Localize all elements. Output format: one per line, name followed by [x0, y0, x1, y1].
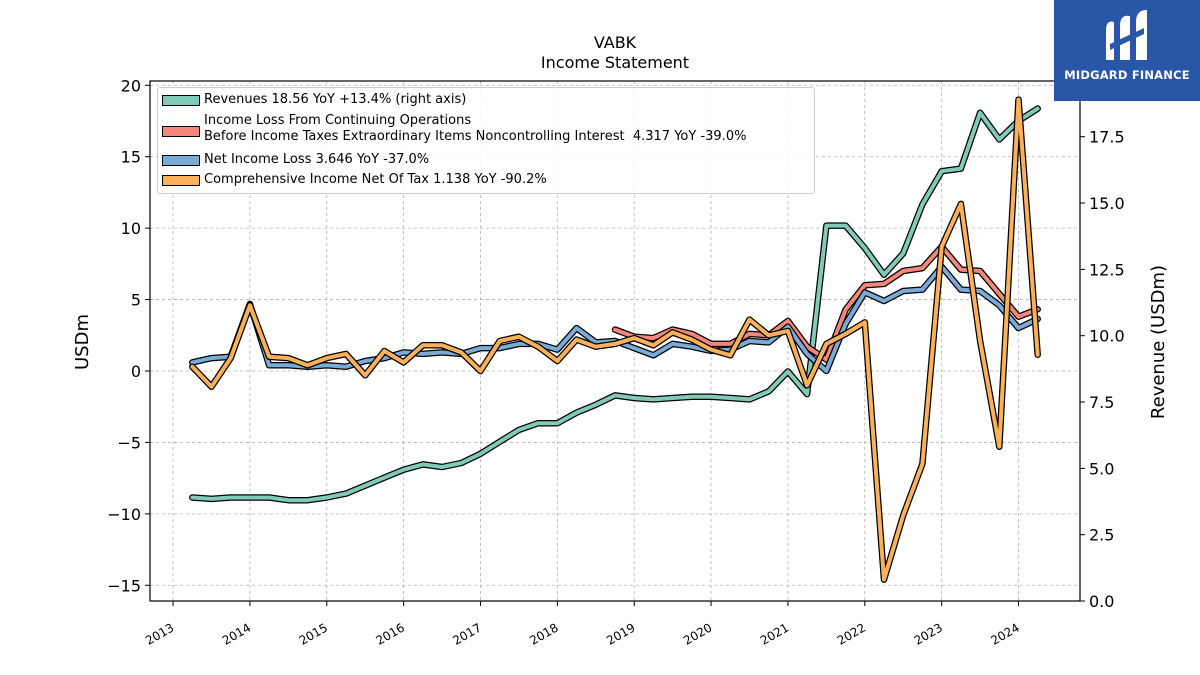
- series-line-2: [190, 264, 1040, 373]
- series-lines: [189, 96, 1041, 583]
- y-tick-label-right: 15.0: [1089, 194, 1125, 213]
- x-tick-label: 2024: [988, 620, 1021, 647]
- y-tick-label-right: 17.5: [1089, 128, 1125, 147]
- brand-name: MIDGARD FINANCE: [1064, 68, 1190, 82]
- y-tick-label-left: 15: [121, 148, 141, 167]
- legend-swatch-revenues: [162, 95, 200, 106]
- legend-swatch-net-income: [162, 155, 200, 166]
- series-outline-2: [189, 263, 1041, 375]
- legend-label-revenues: Revenues 18.56 YoY +13.4% (right axis): [204, 92, 467, 107]
- series-line-0: [190, 106, 1040, 503]
- y-tick-label-right: 7.5: [1089, 393, 1114, 412]
- x-tick-label: 2019: [604, 620, 637, 647]
- y-tick-label-left: 20: [121, 76, 141, 95]
- y-tick-label-left: 0: [131, 362, 141, 381]
- chart-subtitle: Income Statement: [540, 53, 690, 72]
- y-tick-label-right: 10.0: [1089, 327, 1125, 346]
- x-tick-label: 2021: [758, 620, 791, 647]
- x-tick-label: 2016: [374, 620, 407, 647]
- series-line-3: [190, 97, 1040, 582]
- legend-label-net-income: Net Income Loss 3.646 YoY -37.0%: [204, 152, 430, 167]
- y-axis-label-left: USDm: [72, 314, 93, 370]
- x-tick-label: 2014: [220, 620, 253, 647]
- y-tick-label-left: 10: [121, 219, 141, 238]
- y-tick-label-right: 12.5: [1089, 260, 1125, 279]
- brand-mark-icon: [1106, 10, 1147, 60]
- legend: Revenues 18.56 YoY +13.4% (right axis) I…: [157, 87, 815, 194]
- x-tick-label: 2022: [835, 620, 868, 647]
- x-tick-label: 2015: [297, 620, 330, 647]
- legend-label-income-loss: Income Loss From Continuing Operations B…: [204, 113, 747, 144]
- x-tick-label: 2018: [527, 620, 560, 647]
- x-tick-label: 2017: [450, 620, 483, 647]
- y-tick-label-right: 2.5: [1089, 526, 1114, 545]
- y-tick-label-right: 0.0: [1089, 592, 1114, 611]
- x-tick-label: 2013: [143, 620, 176, 647]
- chart-title: VABK: [593, 33, 637, 52]
- legend-swatch-comprehensive-income: [162, 175, 200, 186]
- y-tick-label-right: 5.0: [1089, 459, 1114, 478]
- x-tick-label: 2023: [912, 620, 945, 647]
- y-tick-label-left: −5: [117, 433, 141, 452]
- y-tick-label-left: 5: [131, 291, 141, 310]
- y-tick-label-left: −10: [107, 505, 141, 524]
- y-tick-label-left: −15: [107, 576, 141, 595]
- plot-frame: [149, 80, 1081, 602]
- brand-logo: MIDGARD FINANCE: [1054, 0, 1200, 101]
- y-axis-label-right: Revenue (USDm): [1148, 265, 1169, 419]
- legend-label-comprehensive-income: Comprehensive Income Net Of Tax 1.138 Yo…: [204, 172, 547, 187]
- x-tick-label: 2020: [681, 620, 714, 647]
- legend-swatch-income-loss: [162, 126, 200, 137]
